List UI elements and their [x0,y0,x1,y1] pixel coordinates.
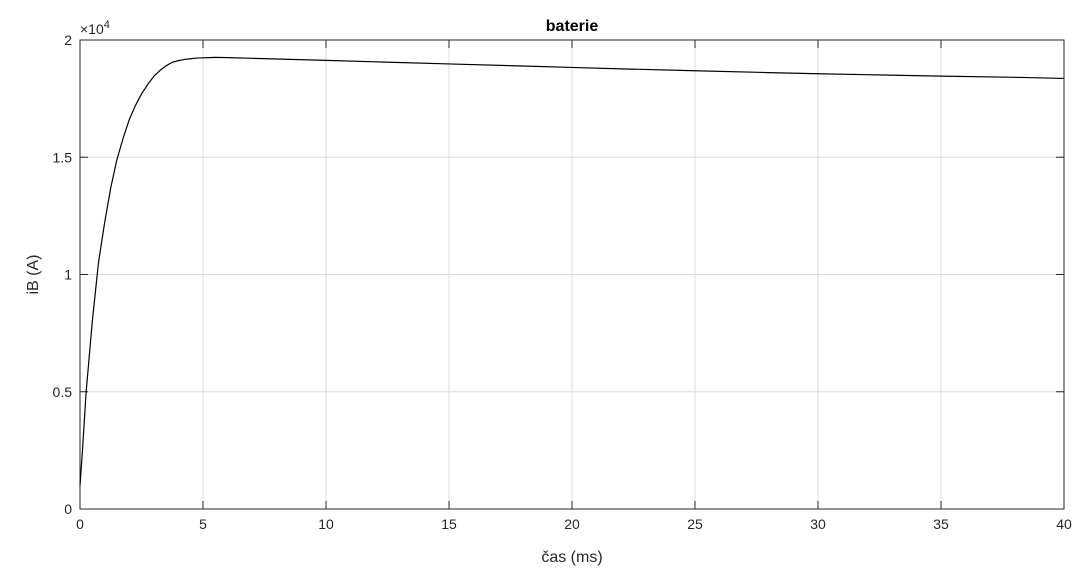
axis-ticks: 0 5 10 15 20 25 30 35 40 0 0.5 1 1.5 2 [53,32,1072,532]
grid [79,39,1065,510]
y-tick-label: 2 [64,32,72,48]
x-tick-label: 0 [76,516,84,532]
y-axis-exponent-label: ×104 [80,19,110,37]
y-exponent-power: 4 [104,19,110,31]
y-tick-label: 1 [64,267,72,283]
y-tick-label: 0 [64,501,72,517]
y-tick-label: 0.5 [53,384,73,400]
x-axis-title: čas (ms) [541,549,602,566]
x-tick-label: 25 [687,516,703,532]
x-tick-label: 30 [810,516,826,532]
series-line [79,56,1065,486]
x-tick-label: 40 [1056,516,1072,532]
x-tick-label: 20 [564,516,580,532]
x-tick-label: 10 [318,516,334,532]
chart-title: baterie [546,18,599,35]
x-tick-label: 35 [933,516,949,532]
x-tick-label: 15 [441,516,457,532]
x-tick-label: 5 [199,516,207,532]
y-tick-label: 1.5 [53,149,73,165]
y-exponent-base: ×10 [80,21,104,37]
y-axis-title: iB (A) [25,255,42,295]
